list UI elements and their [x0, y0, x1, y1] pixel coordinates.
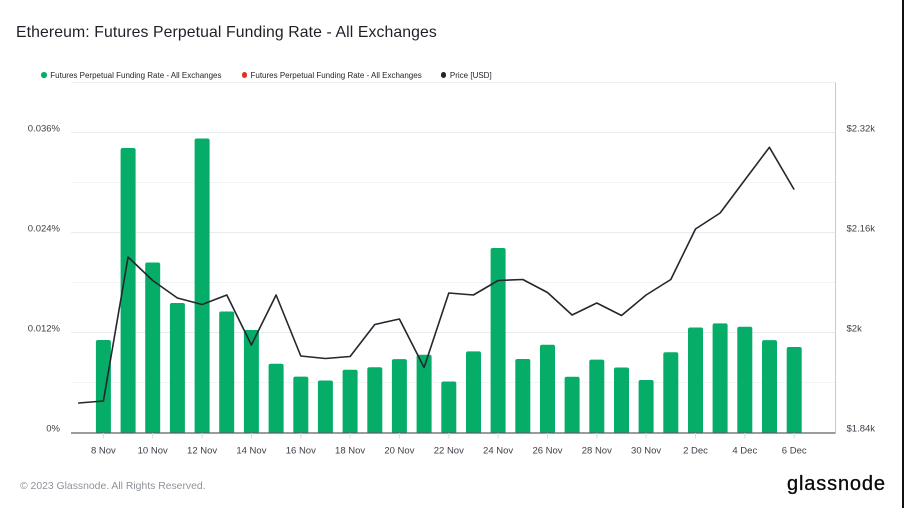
svg-text:26 Nov: 26 Nov: [532, 446, 562, 457]
svg-text:28 Nov: 28 Nov: [582, 446, 612, 457]
svg-text:$2k: $2k: [847, 324, 863, 335]
svg-text:12 Nov: 12 Nov: [187, 446, 217, 457]
svg-text:20 Nov: 20 Nov: [384, 446, 414, 457]
svg-text:8 Nov: 8 Nov: [91, 446, 116, 457]
svg-text:18 Nov: 18 Nov: [335, 446, 365, 457]
svg-text:24 Nov: 24 Nov: [483, 446, 513, 457]
svg-text:10 Nov: 10 Nov: [138, 446, 168, 457]
svg-text:16 Nov: 16 Nov: [286, 446, 316, 457]
svg-text:2 Dec: 2 Dec: [683, 446, 708, 457]
svg-text:$1.84k: $1.84k: [847, 424, 876, 435]
svg-text:$2.32k: $2.32k: [847, 124, 876, 135]
svg-text:$2.16k: $2.16k: [847, 224, 876, 235]
svg-text:0.012%: 0.012%: [28, 324, 61, 335]
svg-text:22 Nov: 22 Nov: [434, 446, 464, 457]
svg-text:0%: 0%: [46, 424, 60, 435]
svg-text:30 Nov: 30 Nov: [631, 446, 661, 457]
svg-text:0.036%: 0.036%: [28, 124, 61, 135]
svg-text:0.024%: 0.024%: [28, 224, 61, 235]
svg-text:14 Nov: 14 Nov: [236, 446, 266, 457]
svg-text:4 Dec: 4 Dec: [732, 446, 757, 457]
svg-text:6 Dec: 6 Dec: [782, 446, 807, 457]
